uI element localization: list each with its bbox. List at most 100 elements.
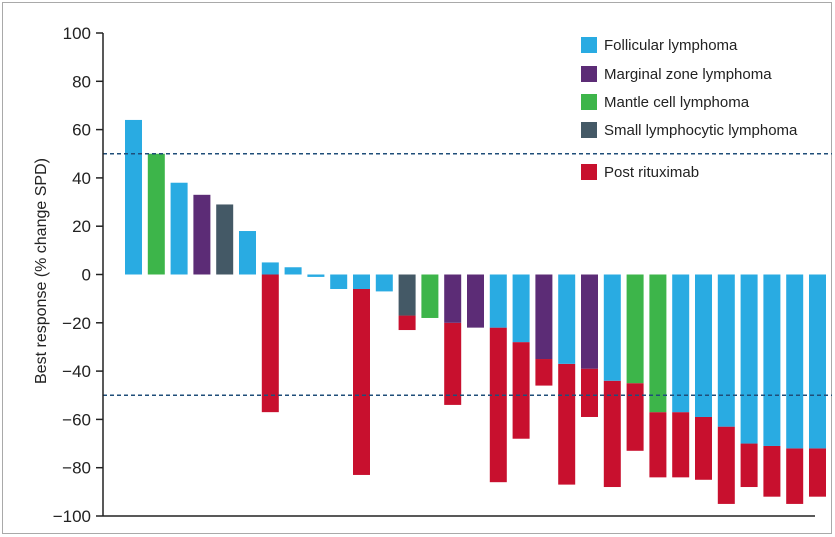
y-tick-label: −80 <box>62 459 91 478</box>
bar-group <box>695 274 712 480</box>
bar-group <box>261 262 279 413</box>
legend-swatch <box>581 164 597 180</box>
response-bar <box>398 274 416 316</box>
y-tick-label: −100 <box>53 507 91 526</box>
bar-group <box>147 153 165 275</box>
response-bar <box>261 262 279 275</box>
response-bar <box>717 274 735 427</box>
response-bar <box>581 274 598 369</box>
post-rituximab-bar <box>535 359 553 386</box>
post-rituximab-bar <box>786 448 804 504</box>
y-tick-label: −20 <box>62 314 91 333</box>
bar-group <box>558 274 576 485</box>
post-rituximab-bar <box>763 445 781 497</box>
bar-group <box>330 274 348 289</box>
post-rituximab-bar <box>809 448 826 497</box>
bar-group <box>581 274 598 417</box>
post-rituximab-bar <box>353 288 370 475</box>
bar-group <box>193 194 211 275</box>
bar-group <box>786 274 804 504</box>
bar-group <box>626 274 644 451</box>
legend-label: Follicular lymphoma <box>604 37 738 54</box>
response-bar <box>307 274 325 277</box>
bar-group <box>444 274 462 405</box>
response-bar <box>353 274 370 289</box>
post-rituximab-bar <box>740 443 758 488</box>
legend-swatch <box>581 94 597 110</box>
post-rituximab-bar <box>581 368 598 417</box>
response-bar <box>147 153 165 275</box>
legend-item: Follicular lymphoma <box>581 37 738 54</box>
response-bar <box>786 274 804 449</box>
post-rituximab-bar <box>489 327 507 483</box>
response-bar <box>444 274 462 323</box>
bar-group <box>170 182 188 275</box>
post-rituximab-bar <box>695 416 712 480</box>
bar-group <box>353 274 370 475</box>
legend-swatch <box>581 122 597 138</box>
bar-group <box>649 274 667 478</box>
legend-swatch <box>581 37 597 53</box>
bar-group <box>740 274 758 488</box>
response-bar <box>467 274 484 328</box>
response-bar <box>216 204 234 275</box>
bar-group <box>375 274 393 292</box>
post-rituximab-bar <box>717 426 735 504</box>
bar-group <box>535 274 553 386</box>
bar-group <box>467 274 484 328</box>
response-bar <box>763 274 781 446</box>
legend-item: Marginal zone lymphoma <box>581 66 772 83</box>
bars-layer <box>125 119 826 504</box>
y-tick-label: 20 <box>72 217 91 236</box>
reference-lines <box>103 153 832 396</box>
y-tick-label: −60 <box>62 410 91 429</box>
response-bar <box>695 274 712 417</box>
y-tick-label: −40 <box>62 362 91 381</box>
legend-swatch <box>581 66 597 82</box>
post-rituximab-bar <box>444 322 462 405</box>
legend-label: Mantle cell lymphoma <box>604 94 750 111</box>
post-rituximab-bar <box>398 315 416 331</box>
legend-label: Marginal zone lymphoma <box>604 66 772 83</box>
response-bar <box>284 267 302 275</box>
post-rituximab-bar <box>626 383 644 451</box>
bar-group <box>717 274 735 504</box>
y-ticks: 100 80 60 40 20 0 −20 −40 −60 −80 −100 <box>53 24 103 526</box>
post-rituximab-bar <box>512 342 530 439</box>
y-tick-label: 0 <box>82 266 91 285</box>
post-rituximab-bar <box>603 380 621 488</box>
bar-group <box>398 274 416 331</box>
post-rituximab-bar <box>649 412 667 478</box>
response-bar <box>239 231 256 275</box>
response-bar <box>193 194 211 275</box>
bar-group <box>763 274 781 497</box>
y-axis-title: Best response (% change SPD) <box>33 158 50 384</box>
response-bar <box>170 182 188 275</box>
response-bar <box>740 274 758 444</box>
response-bar <box>535 274 553 360</box>
y-tick-label: 40 <box>72 169 91 188</box>
bar-group <box>512 274 530 439</box>
bar-group <box>809 274 826 497</box>
response-bar <box>512 274 530 343</box>
bar-group <box>489 274 507 483</box>
bar-group <box>125 119 142 275</box>
y-tick-label: 100 <box>63 24 91 43</box>
legend-item: Post rituximab <box>581 164 699 181</box>
bar-group <box>239 231 256 275</box>
response-bar <box>558 274 576 364</box>
bar-group <box>603 274 621 488</box>
response-bar <box>809 274 826 449</box>
legend-item: Mantle cell lymphoma <box>581 94 750 111</box>
y-tick-label: 60 <box>72 121 91 140</box>
response-bar <box>649 274 667 413</box>
response-bar <box>603 274 621 381</box>
post-rituximab-bar <box>558 363 576 485</box>
legend-label: Small lymphocytic lymphoma <box>604 122 798 139</box>
bar-group <box>284 267 302 275</box>
response-bar <box>125 119 142 275</box>
response-bar <box>330 274 348 289</box>
response-bar <box>489 274 507 328</box>
response-bar <box>375 274 393 292</box>
